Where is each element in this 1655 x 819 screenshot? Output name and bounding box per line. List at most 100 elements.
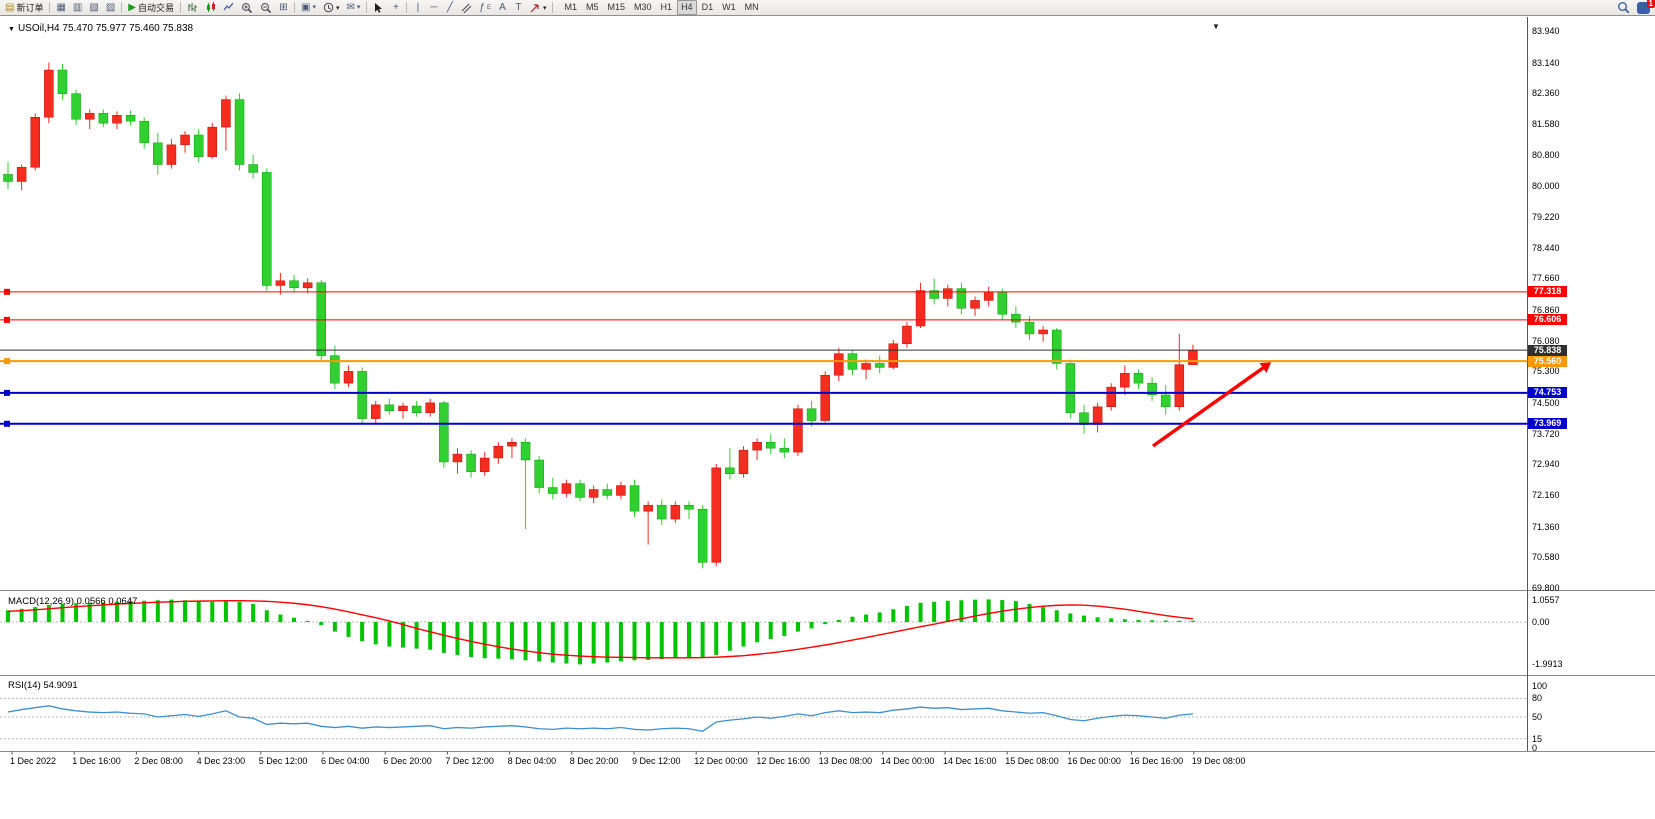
- candle: [1065, 363, 1076, 413]
- line-chart-icon[interactable]: [220, 1, 237, 15]
- timeframe-bar: M1 M5 M15 M30 H1 H4 D1 W1 MN: [560, 0, 762, 15]
- toolbar-separator: [366, 2, 368, 13]
- timeframe-button-mn[interactable]: MN: [744, 2, 759, 12]
- notifications-icon[interactable]: 1: [1637, 0, 1655, 14]
- axis-tick-label: 100: [1532, 681, 1548, 691]
- text-label-icon[interactable]: T: [515, 1, 522, 13]
- collapse-icon[interactable]: ▼: [8, 26, 15, 33]
- candle: [330, 355, 340, 384]
- terminal-icon[interactable]: ▨: [105, 1, 116, 13]
- arrows-icon[interactable]: ▾: [527, 1, 550, 15]
- period-icon[interactable]: ▾: [320, 1, 343, 15]
- line-handle[interactable]: [4, 420, 10, 427]
- notification-badge: 1: [1646, 0, 1655, 8]
- axis-tick-label: 83.140: [1532, 57, 1560, 68]
- candle: [425, 402, 435, 413]
- price-tag: 75.560: [1528, 355, 1567, 367]
- horizontal-line-icon[interactable]: ─: [430, 1, 438, 13]
- toolbar-right: 1: [1614, 0, 1655, 15]
- vertical-line-icon[interactable]: |: [416, 1, 420, 13]
- timeframe-button-w1[interactable]: W1: [722, 2, 736, 12]
- time-axis-label: 16 Dec 16:00: [1129, 756, 1184, 766]
- candle: [1051, 329, 1062, 364]
- time-axis-label: 1 Dec 2022: [10, 756, 57, 766]
- candle: [657, 505, 667, 520]
- new-chart-icon[interactable]: ▣ ▾: [301, 1, 316, 13]
- time-axis-label: 7 Dec 12:00: [445, 756, 494, 766]
- zoom-in-icon[interactable]: [238, 1, 256, 15]
- channel-icon[interactable]: [458, 1, 475, 15]
- candle: [193, 134, 204, 157]
- timeframe-button-d1[interactable]: D1: [701, 2, 714, 12]
- candle: [575, 483, 585, 498]
- templates-icon[interactable]: ✉ ▾: [346, 1, 361, 13]
- candle: [874, 363, 885, 368]
- candle: [793, 408, 803, 453]
- chart-title: ▼ USOil,H4 75.470 75.977 75.460 75.838: [8, 23, 193, 34]
- arrow-annotation[interactable]: [1151, 366, 1265, 448]
- candle: [370, 404, 381, 419]
- auto-trading-button[interactable]: ▶ 自动交易: [125, 1, 177, 15]
- auto-trading-label: 自动交易: [137, 3, 174, 13]
- timeframe-button-h1[interactable]: H1: [660, 2, 673, 12]
- candle: [697, 508, 708, 563]
- candle: [1188, 349, 1198, 365]
- axis-tick-label: 79.220: [1532, 211, 1560, 222]
- toolbar-separator: [552, 2, 554, 13]
- candle: [520, 442, 531, 461]
- candle: [234, 99, 245, 165]
- candle: [602, 489, 613, 496]
- candle: [970, 300, 980, 309]
- candle: [493, 445, 504, 459]
- candle: [221, 99, 231, 128]
- search-icon[interactable]: [1614, 1, 1633, 15]
- axis-tick-label: 78.440: [1532, 242, 1560, 253]
- candle: [316, 282, 327, 356]
- toolbar-separator: [121, 2, 123, 13]
- candlestick-chart-icon[interactable]: [202, 1, 219, 15]
- toolbar-separator: [49, 2, 51, 13]
- candle: [139, 120, 149, 144]
- line-handle[interactable]: [4, 358, 10, 365]
- candle: [3, 174, 13, 182]
- candle: [915, 290, 926, 327]
- axis-tick-label: 76.080: [1532, 335, 1560, 346]
- line-handle[interactable]: [4, 288, 10, 295]
- text-icon[interactable]: A: [499, 1, 506, 13]
- candle: [1147, 382, 1157, 396]
- new-order-button[interactable]: ▤ 新订单: [2, 1, 46, 15]
- zoom-out-icon[interactable]: [257, 1, 275, 15]
- market-watch-icon[interactable]: ▦: [56, 1, 66, 13]
- bar-chart-icon[interactable]: [184, 1, 201, 15]
- axis-tick-label: 80: [1532, 693, 1543, 704]
- line-handle[interactable]: [4, 389, 10, 396]
- trendline-icon[interactable]: ╱: [446, 1, 453, 13]
- candle: [806, 408, 817, 421]
- time-axis-label: 13 Dec 08:00: [818, 756, 873, 766]
- timeframe-button-m30[interactable]: M30: [634, 2, 652, 12]
- candle: [943, 288, 953, 299]
- axis-tick-label: 0: [1532, 743, 1538, 753]
- data-window-icon[interactable]: ▥: [72, 1, 83, 13]
- time-axis-label: 16 Dec 00:00: [1067, 756, 1121, 766]
- timeframe-button-m1[interactable]: M1: [564, 2, 577, 12]
- ohlc-label: 75.470 75.977 75.460 75.838: [62, 23, 194, 34]
- candle: [765, 442, 776, 449]
- rsi-label: RSI(14) 54.9091: [8, 680, 78, 691]
- candle: [166, 144, 177, 165]
- line-handle[interactable]: [4, 316, 10, 323]
- crosshair-icon[interactable]: +: [392, 1, 399, 13]
- price-tag: 77.318: [1528, 286, 1567, 298]
- new-order-label: 新订单: [16, 3, 44, 13]
- timeframe-button-h4[interactable]: H4: [677, 0, 697, 15]
- chart-shift-marker[interactable]: ▼: [1212, 22, 1220, 31]
- timeframe-button-m15[interactable]: M15: [607, 2, 626, 12]
- navigator-icon[interactable]: ▧: [89, 1, 99, 13]
- timeframe-button-m5[interactable]: M5: [586, 2, 599, 12]
- cursor-icon[interactable]: [370, 1, 387, 15]
- axis-tick-label: 76.860: [1532, 304, 1560, 315]
- tile-windows-icon[interactable]: ⊞: [279, 1, 288, 13]
- candle: [507, 442, 517, 447]
